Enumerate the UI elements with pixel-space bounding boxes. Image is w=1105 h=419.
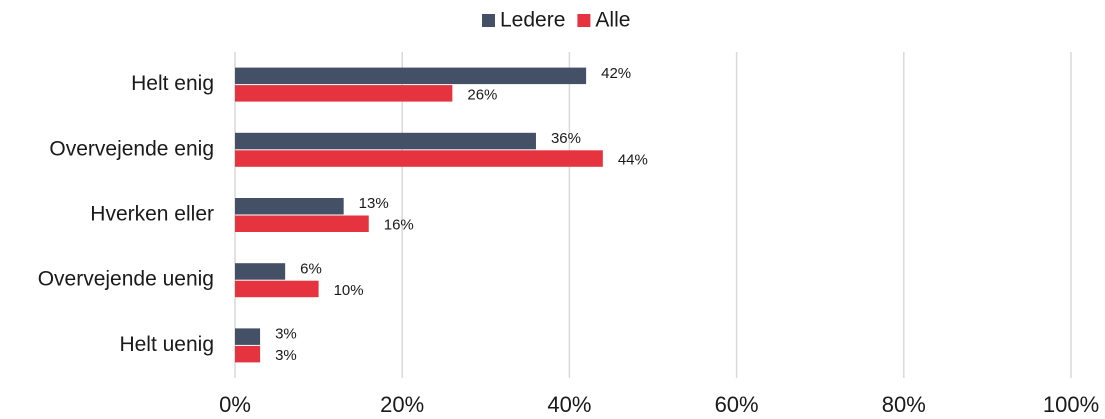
y-tick-label: Overvejende uenig	[38, 268, 214, 291]
bar	[235, 67, 587, 85]
legend-swatch	[482, 14, 495, 27]
bar	[235, 263, 286, 280]
data-label: 44%	[618, 152, 648, 169]
data-label: 3%	[275, 347, 297, 364]
x-tick-label: 80%	[882, 392, 926, 417]
x-tick-label: 20%	[380, 392, 424, 417]
data-label: 10%	[334, 282, 364, 299]
bar	[235, 198, 344, 215]
data-label: 16%	[384, 217, 414, 234]
x-tick-label: 40%	[547, 392, 591, 417]
data-label: 3%	[275, 326, 297, 343]
bar	[235, 85, 453, 102]
x-tick-label: 0%	[219, 392, 251, 417]
bar	[235, 280, 319, 298]
y-tick-label: Overvejende enig	[49, 137, 214, 160]
data-label: 26%	[467, 86, 497, 103]
bar	[235, 132, 536, 150]
bar	[235, 215, 369, 232]
data-label: 6%	[300, 260, 322, 277]
legend-swatch	[577, 14, 591, 27]
y-tick-label: Helt enig	[131, 72, 214, 95]
data-label: 42%	[601, 65, 631, 82]
bar	[235, 328, 261, 345]
bar	[235, 150, 603, 167]
data-label: 13%	[359, 195, 389, 212]
x-tick-label: 100%	[1043, 392, 1099, 417]
data-label: 36%	[551, 130, 581, 147]
y-tick-label: Helt uenig	[119, 333, 214, 356]
x-tick-label: 60%	[715, 392, 759, 417]
legend-label: Ledere	[500, 9, 565, 32]
y-tick-label: Hverken eller	[90, 203, 214, 226]
legend-label: Alle	[595, 9, 630, 32]
bar	[235, 345, 261, 363]
